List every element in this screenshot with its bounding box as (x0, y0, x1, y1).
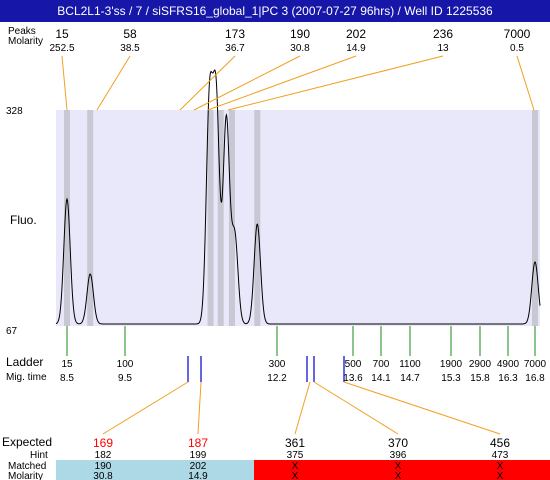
chart-title: BCL2L1-3'ss / 7 / siSFRS16_global_1|PC 3… (0, 0, 550, 22)
expected-connector-line (294, 381, 311, 435)
peak-size-label: 7000 (504, 27, 531, 41)
mig-time-label: 9.5 (118, 373, 132, 384)
peak-size-label: 15 (55, 27, 69, 41)
peak-bar (64, 110, 70, 326)
peak-bar (532, 110, 538, 326)
mig-time-label: 8.5 (60, 373, 74, 384)
expected-size-label: 361 (285, 436, 305, 450)
hint-label: 396 (390, 450, 407, 461)
hint-label: 473 (492, 450, 509, 461)
matched-band (56, 460, 254, 480)
mig-time-label: 15.3 (441, 373, 461, 384)
matched-value: X (292, 461, 299, 472)
expected-size-label: 456 (490, 436, 510, 450)
hint-label: 199 (190, 450, 207, 461)
peak-bar (254, 110, 261, 326)
peak-connector-line (193, 55, 301, 111)
mig-time-label: 12.2 (267, 373, 287, 384)
peak-bar (87, 110, 94, 326)
ladder-size-label: 7000 (524, 359, 547, 370)
peak-molarity-label: 252.5 (49, 43, 74, 54)
peak-connector-line (96, 55, 131, 111)
expected-connector-line (343, 381, 501, 435)
mig-time-label: 16.8 (525, 373, 545, 384)
plot-area (56, 110, 540, 326)
peak-bar (207, 110, 214, 326)
mig-time-label: 15.8 (470, 373, 490, 384)
peak-molarity-label: 0.5 (510, 43, 524, 54)
ladder-label: Ladder (6, 355, 43, 369)
matched-value: X (497, 461, 504, 472)
matched-value: 190 (95, 461, 112, 472)
ladder-size-label: 1900 (440, 359, 463, 370)
matched-molarity-value: X (292, 471, 299, 480)
peak-size-label: 58 (123, 27, 137, 41)
hint-label: 375 (287, 450, 304, 461)
hint-row-label: Hint (30, 450, 48, 461)
peak-molarity-label: 30.8 (290, 43, 310, 54)
mig-time-label: 14.1 (371, 373, 391, 384)
y-axis-label: Fluo. (10, 213, 37, 227)
expected-size-label: 169 (93, 436, 113, 450)
matched-molarity-value: 30.8 (93, 471, 113, 480)
peak-connector-line (227, 55, 444, 111)
peak-size-label: 190 (290, 27, 310, 41)
mig-time-row-label: Mig. time (6, 372, 47, 383)
ladder-size-label: 700 (373, 359, 390, 370)
mig-time-label: 14.7 (400, 373, 420, 384)
y-tick-label: 328 (6, 106, 23, 117)
peaks-row-label: Peaks (8, 26, 36, 37)
peak-connector-line (179, 55, 236, 111)
expected-connector-line (102, 381, 189, 435)
fluorescence-trace (55, 69, 541, 325)
peak-molarity-label: 38.5 (120, 43, 140, 54)
peak-connector-line (207, 55, 357, 111)
ladder-size-label: 4900 (497, 359, 520, 370)
unmatched-band (254, 460, 550, 480)
ladder-size-label: 100 (117, 359, 134, 370)
y-tick-label: 67 (6, 326, 18, 337)
expected-connector-line (197, 381, 202, 435)
matched-molarity-value: X (497, 471, 504, 480)
matched-value: X (395, 461, 402, 472)
matched-molarity-value: X (395, 471, 402, 480)
expected-row-label: Expected (2, 435, 52, 449)
matched-molarity-value: 14.9 (188, 471, 208, 480)
molarity-row-label: Molarity (8, 36, 43, 47)
peak-size-label: 173 (225, 27, 245, 41)
peak-molarity-label: 14.9 (346, 43, 366, 54)
peak-molarity-label: 13 (437, 43, 449, 54)
hint-label: 182 (95, 450, 112, 461)
ladder-size-label: 2900 (469, 359, 492, 370)
peak-bar (217, 110, 224, 326)
ladder-size-label: 300 (269, 359, 286, 370)
matched-value: 202 (190, 461, 207, 472)
ladder-size-label: 1100 (399, 359, 421, 370)
ladder-size-label: 500 (345, 359, 362, 370)
matched-row-label: Matched (8, 461, 46, 472)
peak-connector-line (516, 55, 535, 111)
expected-size-label: 370 (388, 436, 408, 450)
expected-connector-line (313, 381, 399, 435)
molarity-row-label: Molarity (8, 471, 43, 480)
mig-time-label: 13.6 (343, 373, 363, 384)
peak-size-label: 202 (346, 27, 366, 41)
peak-connector-line (61, 55, 68, 111)
mig-time-label: 16.3 (498, 373, 518, 384)
ladder-size-label: 15 (61, 359, 73, 370)
peak-size-label: 236 (433, 27, 453, 41)
peak-molarity-label: 36.7 (225, 43, 245, 54)
expected-size-label: 187 (188, 436, 208, 450)
